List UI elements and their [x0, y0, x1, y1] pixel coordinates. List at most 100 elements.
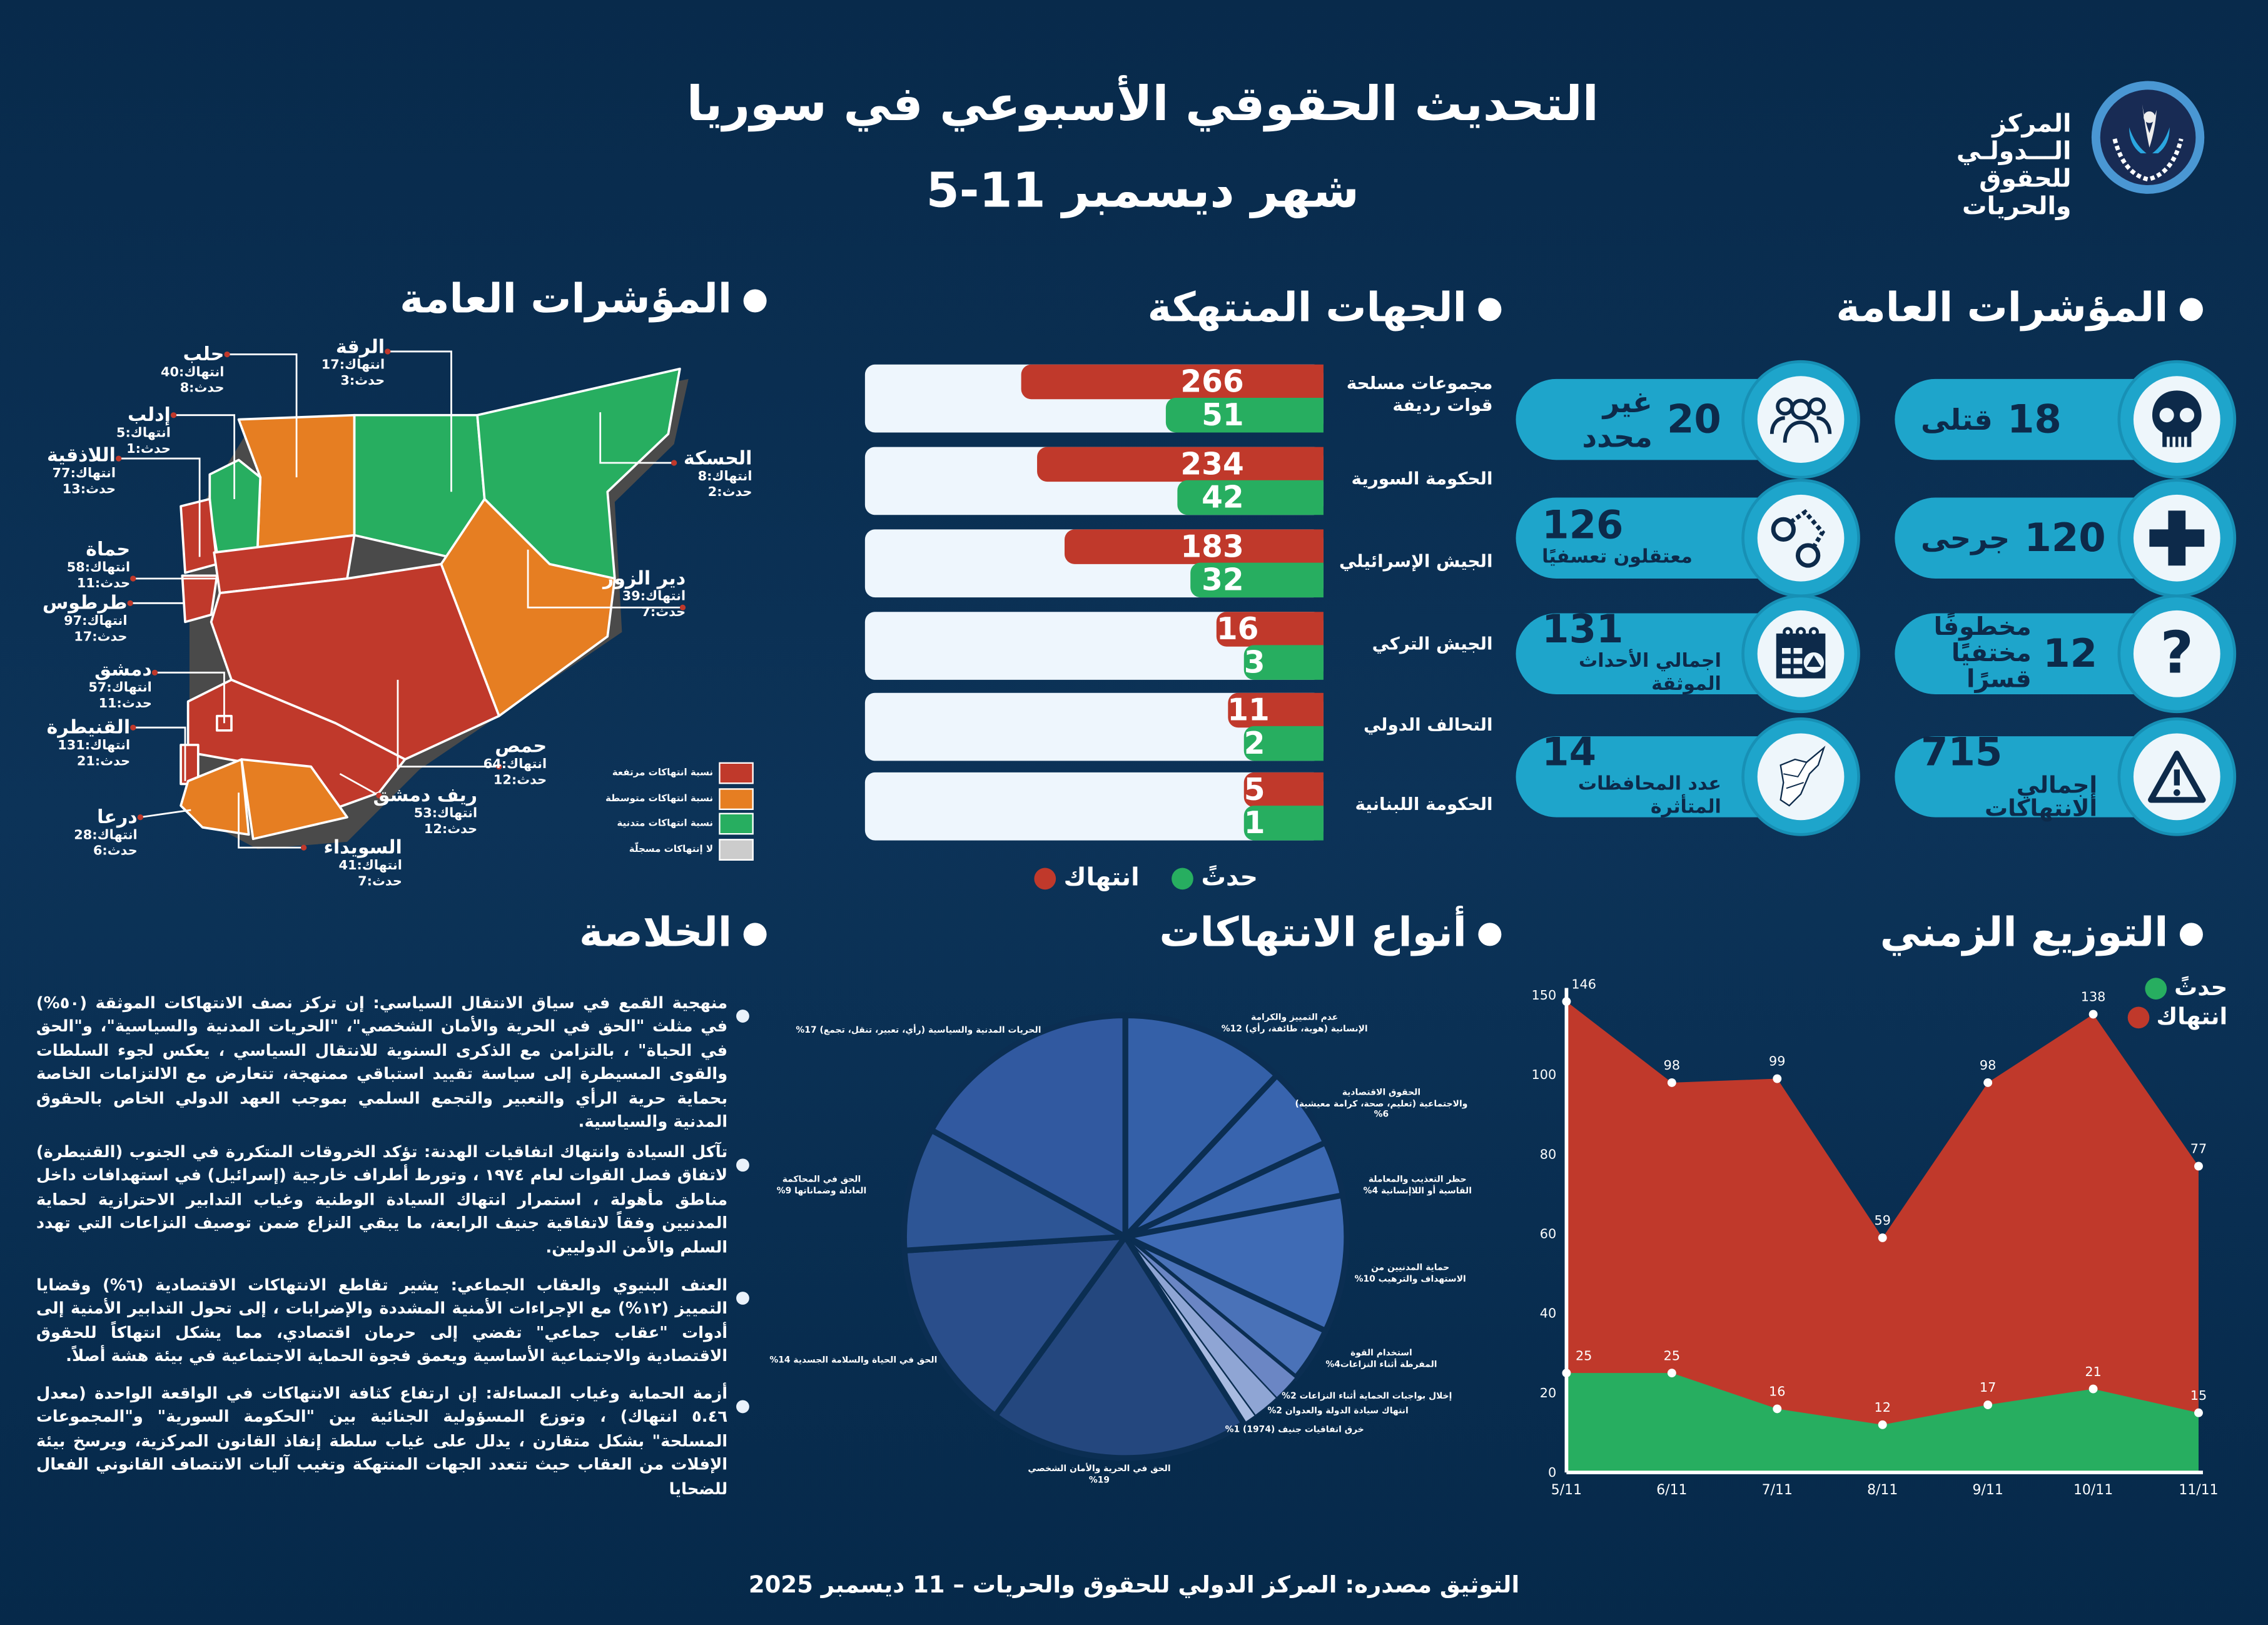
legend-incident: حدثً — [1165, 864, 1258, 893]
governorate-violations: انتهاك:28 — [74, 829, 138, 844]
governorate-incidents: حدث:17 — [74, 630, 128, 645]
actors-legend: حدثً انتهاك — [998, 864, 1288, 893]
chart-legend-item: حدثً — [2138, 973, 2227, 1001]
pie-label: عدم التمييز والكرامة الإنسانية (هوية، طا… — [1221, 1012, 1368, 1034]
bullet-icon — [736, 1292, 749, 1305]
pie-label: خرق اتفاقيات جنيف (1974) 1% — [1225, 1424, 1364, 1435]
pie-slice — [991, 1231, 1248, 1461]
data-point — [1878, 1420, 1887, 1429]
governorate-violations: انتهاك:131 — [58, 739, 131, 754]
pie-label: حماية المدنيين من الاستهداف والترهيب 10% — [1354, 1262, 1466, 1284]
violation-bar: 16 — [1216, 612, 1324, 647]
logo-text-line2: للحقوق والحريات — [1962, 165, 2072, 221]
leader-line — [133, 726, 186, 781]
governorate-violations: انتهاك:8 — [697, 470, 752, 485]
plus-icon — [2133, 494, 2220, 582]
map-legend-label: نسبة انتهاكات متوسطة — [605, 792, 714, 804]
governorate-name: الرقة — [335, 337, 385, 359]
governorate-name: حماة — [86, 539, 131, 562]
indicator-label: اجمالي الأحداث الموثقة — [1579, 651, 1721, 696]
region-daraa[interactable] — [180, 758, 250, 836]
governorate-name: درعا — [97, 807, 138, 829]
incident-bar: 3 — [1243, 645, 1324, 680]
data-point — [1983, 1078, 1993, 1087]
indicator-value: 18 — [2007, 397, 2062, 442]
pie-label: إخلال بواجبات الحماية أثناء النزاعات 2% — [1282, 1391, 1452, 1402]
leader-line — [599, 412, 674, 464]
legend-violation: انتهاك — [1028, 864, 1140, 893]
bullet-icon — [736, 1400, 749, 1414]
pie-label: الحق في الحرية والأمان الشخصي %19 — [1028, 1464, 1171, 1485]
x-tick-label: 10/11 — [2073, 1482, 2113, 1498]
skull-icon — [2133, 376, 2220, 463]
syria-map — [180, 367, 689, 849]
bullet-icon — [743, 289, 767, 313]
governorate-violations: انتهاك:58 — [66, 561, 131, 576]
data-label: 138 — [2081, 990, 2106, 1005]
leader-dot — [679, 604, 686, 610]
leader-dot — [376, 792, 382, 799]
leader-dot — [170, 412, 177, 418]
region-tartus[interactable] — [181, 574, 218, 624]
leader-dot — [224, 351, 230, 358]
y-tick-label: 150 — [1532, 988, 1557, 1003]
pie-slice — [927, 1012, 1128, 1242]
governorate-label: طرطوس انتهاك:97 حدث:17 — [43, 593, 128, 647]
governorate-violations: انتهاك:77 — [52, 467, 116, 482]
region-sweida[interactable] — [240, 758, 348, 841]
indicator-label: مخطوفًا — [1933, 613, 2032, 642]
map-legend-label: نسبة انتهاكات متدنية — [617, 817, 714, 829]
governorate-name: ريف دمشق — [373, 785, 478, 807]
chart-legend-item: انتهاك — [2120, 1002, 2228, 1030]
x-tick-label: 5/11 — [1551, 1482, 1582, 1498]
map-legend-swatch — [719, 838, 754, 860]
leader-dot — [130, 724, 136, 731]
governorate-label: إدلب انتهاك:5 حدث:1 — [116, 405, 171, 459]
chart-legend-label: حدثً — [2174, 973, 2228, 1001]
y-tick-label: 0 — [1548, 1465, 1556, 1480]
chart-legend-label: انتهاك — [2156, 1002, 2228, 1030]
bullet-icon — [1478, 923, 1502, 946]
indicator-value: 131 — [1542, 607, 1624, 652]
governorate-incidents: حدث:7 — [641, 605, 686, 621]
group-icon — [1757, 376, 1845, 463]
section-title-indicators: المؤشرات العامة — [1836, 283, 2203, 332]
indicator-value: 126 — [1542, 503, 1624, 549]
actor-name: الجيش الإسرائيلي — [1339, 551, 1493, 572]
pie-chart — [901, 1012, 1350, 1461]
indicator-value: 14 — [1542, 730, 1597, 776]
actor-name: الحكومة اللبنانية — [1355, 794, 1493, 814]
governorate-name: السويداء — [323, 837, 402, 859]
pie-slice — [901, 1126, 1136, 1254]
syria-map-icon — [1757, 733, 1845, 821]
indicator-value: 20 — [1666, 397, 1721, 442]
violation-bar: 234 — [1036, 447, 1324, 482]
actor-name: التحالف الدولي — [1363, 714, 1493, 735]
summary-paragraph: العنف البنيوي والعقاب الجماعي: يشير تقاط… — [36, 1275, 728, 1366]
governorate-violations: انتهاك:97 — [64, 614, 128, 629]
governorate-label: دير الزور انتهاك:39 حدث:7 — [603, 569, 686, 622]
pie-slice — [901, 1233, 1131, 1420]
data-label: 17 — [1980, 1380, 1996, 1395]
governorate-label: حلب انتهاك:40 حدث:8 — [161, 344, 224, 398]
indicator-label: جرحى — [1921, 520, 2010, 556]
section-title-actors: الجهات المنتهكة — [1148, 283, 1502, 332]
governorate-label: القنيطرة انتهاك:131 حدث:21 — [47, 717, 131, 771]
data-point — [1667, 1078, 1676, 1087]
data-label: 77 — [2190, 1142, 2207, 1157]
section-title-map: المؤشرات العامة — [400, 275, 767, 323]
data-point — [1983, 1400, 1993, 1409]
pie-label: الحريات المدنية والسياسية (رأي، تعبير، ت… — [796, 1025, 1041, 1036]
actor-row: 11 2 — [864, 692, 1324, 761]
calendar-alert-icon — [1757, 610, 1845, 697]
section-title-types: أنواع الانتهاكات — [1160, 908, 1502, 956]
green-dot-icon — [1172, 867, 1194, 889]
bullet-icon — [736, 1010, 749, 1023]
leader-line — [527, 549, 683, 609]
governorate-incidents: حدث:6 — [93, 844, 138, 859]
data-point — [2088, 1384, 2098, 1394]
data-label: 25 — [1576, 1348, 1592, 1363]
